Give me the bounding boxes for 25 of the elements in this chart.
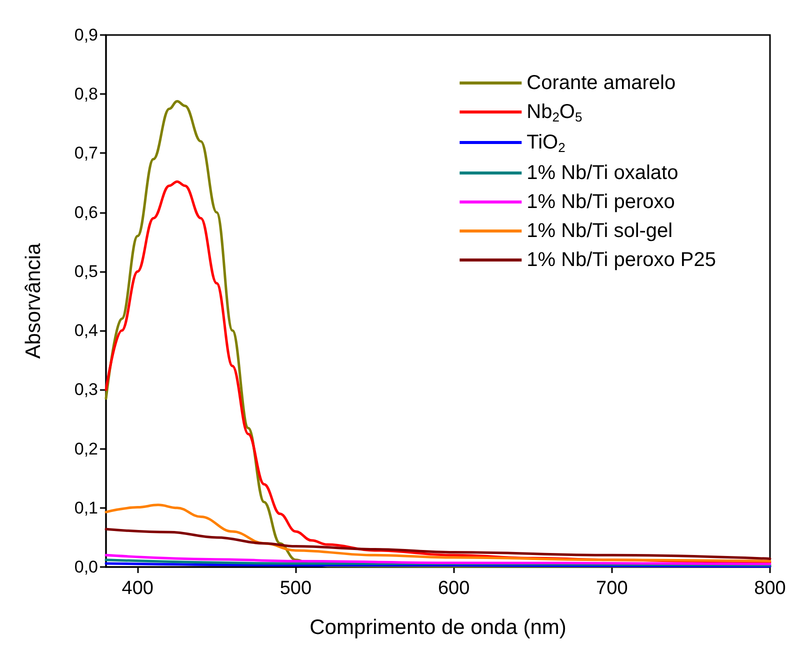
line-series [104, 528, 772, 560]
y-tick-label: 0,5 [74, 262, 98, 281]
legend-label: 1% Nb/Ti oxalato [526, 162, 678, 184]
y-axis-title: Absorvância [22, 242, 45, 359]
y-tick-label: 0,7 [74, 144, 98, 163]
y-tick-label: 0,8 [74, 84, 98, 104]
y-tick-label: 0,2 [74, 439, 98, 458]
x-tick-label: 600 [438, 578, 470, 599]
y-tick-label: 0,1 [74, 498, 98, 518]
x-tick-label: 700 [596, 578, 628, 599]
legend-label: 1% Nb/Ti peroxo P25 [526, 249, 716, 271]
y-tick-label: 0,3 [74, 380, 98, 400]
y-tick-label: 0,4 [74, 321, 98, 340]
x-tick-label: 800 [754, 578, 786, 599]
y-tick-label: 0,6 [74, 202, 98, 222]
legend-label: Corante amarelo [526, 72, 676, 94]
x-tick-label: 500 [280, 578, 312, 599]
y-tick-label: 0,0 [74, 558, 98, 576]
x-axis-title: Comprimento de onda (nm) [310, 616, 566, 639]
y-tick-label: 0,9 [74, 26, 98, 44]
legend-label: 1% Nb/Ti sol-gel [526, 220, 673, 242]
line-series [104, 554, 772, 566]
x-tick-label: 400 [122, 578, 154, 599]
line-series [104, 504, 772, 562]
legend-label: 1% Nb/Ti peroxo [526, 191, 675, 213]
